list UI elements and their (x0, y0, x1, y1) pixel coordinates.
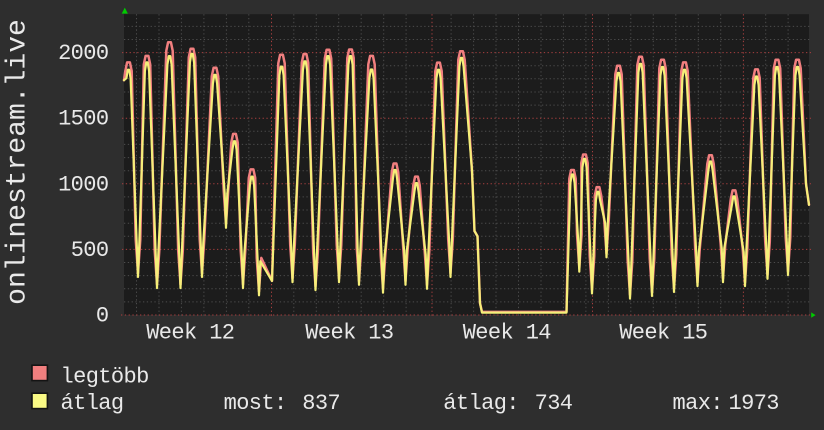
svg-text:legtöbb: legtöbb (61, 365, 149, 390)
svg-text:734: 734 (535, 391, 573, 416)
svg-text:max:: max: (673, 391, 723, 416)
svg-text:Week 12: Week 12 (146, 321, 234, 346)
svg-text:500: 500 (71, 238, 109, 263)
svg-text:átlag: átlag (61, 391, 124, 416)
svg-text:onlinestream.live: onlinestream.live (3, 19, 34, 305)
svg-text:most:: most: (224, 391, 287, 416)
svg-text:1500: 1500 (58, 107, 108, 132)
svg-text:Week 14: Week 14 (463, 321, 552, 346)
svg-text:2000: 2000 (58, 41, 108, 66)
svg-text:1000: 1000 (58, 172, 108, 197)
svg-text:Week 15: Week 15 (619, 321, 707, 346)
svg-text:0: 0 (96, 304, 109, 329)
svg-text:1973: 1973 (729, 391, 779, 416)
svg-text:Week 13: Week 13 (305, 321, 393, 346)
svg-text:837: 837 (302, 391, 340, 416)
svg-text:átlag:: átlag: (443, 391, 519, 416)
